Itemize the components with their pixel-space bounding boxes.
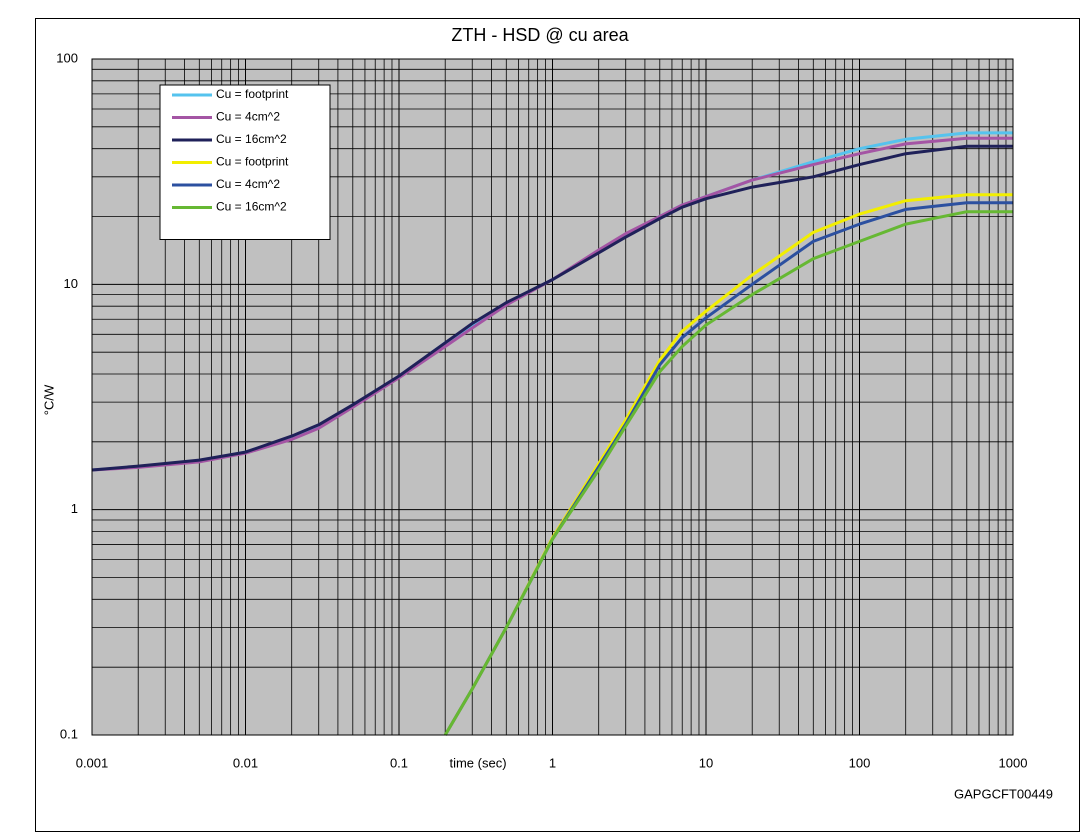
series-line [91, 144, 1013, 472]
legend-label: Cu = 4cm^2 [216, 110, 280, 124]
y-tick-label: 10 [64, 276, 78, 291]
y-axis-label: °C/W [41, 384, 56, 415]
series-line [443, 210, 1013, 736]
legend-label: Cu = 16cm^2 [216, 132, 287, 146]
y-tick-label: 1 [71, 501, 78, 516]
legend-label: Cu = footprint [216, 155, 289, 169]
x-axis-label: time (sec) [449, 755, 506, 770]
x-tick-label: 0.1 [390, 755, 408, 770]
legend-label: Cu = 4cm^2 [216, 177, 280, 191]
x-tick-label: 100 [849, 755, 871, 770]
x-tick-label: 10 [699, 755, 713, 770]
y-tick-label: 100 [56, 50, 78, 65]
chart-title: ZTH - HSD @ cu area [451, 25, 629, 45]
x-tick-label: 0.01 [233, 755, 258, 770]
x-tick-label: 0.001 [76, 755, 109, 770]
legend-label: Cu = footprint [216, 87, 289, 101]
plot-border [91, 58, 1014, 736]
x-tick-label: 1000 [999, 755, 1028, 770]
footnote: GAPGCFT00449 [954, 786, 1053, 801]
y-tick-label: 0.1 [60, 726, 78, 741]
legend-label: Cu = 16cm^2 [216, 200, 287, 214]
x-tick-label: 1 [549, 755, 556, 770]
